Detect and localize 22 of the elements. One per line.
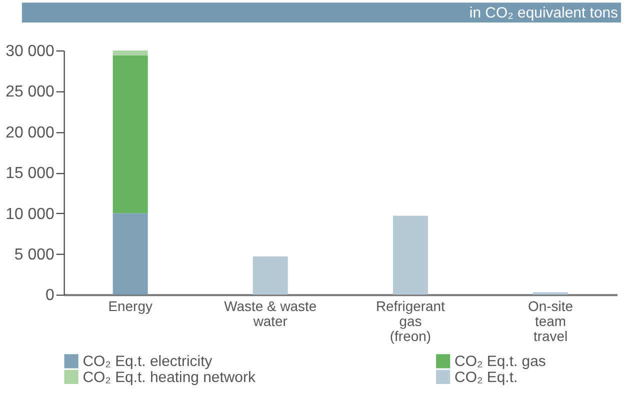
bar <box>533 292 568 295</box>
bar <box>112 50 148 56</box>
x-tick-label: Refrigerant gas (freon) <box>376 298 446 344</box>
chart-subtitle: in CO₂ equivalent tons <box>469 4 618 22</box>
bar <box>252 256 288 295</box>
bar <box>112 213 148 295</box>
x-tick-label: Waste & waste water <box>224 298 317 330</box>
x-tick-label: On-site team travel <box>528 298 574 344</box>
y-tick-label: 20 000 <box>6 124 54 142</box>
bar <box>112 55 148 214</box>
y-tick-label: 25 000 <box>6 84 54 101</box>
y-tick-label: 10 000 <box>6 206 54 223</box>
y-tick-label: 5 000 <box>14 246 54 264</box>
y-tick-label: 0 <box>45 287 54 304</box>
x-tick-label: Energy <box>108 298 152 314</box>
legend-label: CO₂ Eq.t. heating network <box>82 368 256 386</box>
legend-label: CO₂ Eq.t. electricity <box>82 353 213 370</box>
legend-label: CO₂ Eq.t. gas <box>454 353 546 370</box>
y-tick-label: 30 000 <box>6 42 54 60</box>
bar <box>392 216 428 295</box>
legend-label: CO₂ Eq.t. <box>454 368 518 386</box>
y-tick-label: 15 000 <box>6 165 54 182</box>
